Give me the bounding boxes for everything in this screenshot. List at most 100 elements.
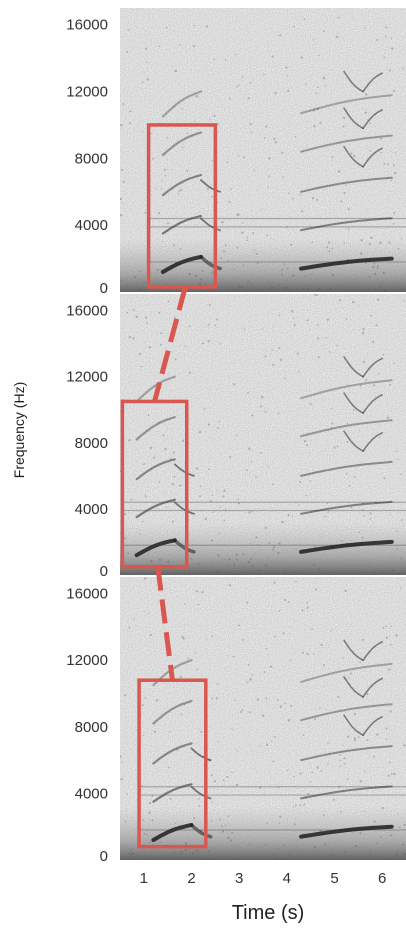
noise-speckle [272, 483, 274, 486]
noise-speckle [126, 793, 129, 796]
noise-speckle [400, 238, 403, 240]
noise-speckle [216, 570, 220, 573]
noise-speckle [229, 584, 232, 587]
noise-speckle [279, 34, 282, 37]
noise-speckle [195, 274, 198, 277]
noise-speckle [174, 822, 177, 825]
noise-speckle [217, 554, 220, 557]
noise-speckle [126, 51, 129, 54]
noise-speckle [362, 638, 365, 641]
noise-speckle [296, 352, 299, 355]
noise-speckle [144, 495, 147, 498]
noise-speckle [239, 711, 242, 714]
noise-speckle [220, 257, 223, 260]
noise-speckle [211, 271, 214, 274]
noise-speckle [305, 494, 307, 497]
noise-speckle [401, 67, 404, 70]
noise-speckle [314, 717, 317, 720]
noise-speckle [342, 125, 345, 128]
noise-speckle [359, 429, 361, 431]
noise-speckle [376, 39, 379, 42]
noise-speckle [284, 702, 286, 705]
noise-speckle [256, 573, 258, 575]
noise-speckle [209, 500, 212, 503]
call-harmonic [362, 357, 383, 378]
noise-speckle [184, 842, 188, 845]
noise-speckle [172, 851, 175, 854]
noise-speckle [258, 745, 261, 747]
noise-speckle [257, 544, 259, 546]
noise-speckle [214, 324, 217, 327]
noise-speckle [290, 243, 293, 246]
noise-speckle [253, 249, 255, 251]
noise-speckle [135, 315, 138, 318]
noise-speckle [350, 506, 353, 509]
noise-speckle [359, 832, 362, 835]
noise-speckle [186, 132, 188, 134]
noise-speckle [331, 156, 334, 159]
noise-speckle [211, 697, 214, 700]
noise-speckle [346, 422, 349, 425]
noise-speckle [274, 92, 277, 95]
noise-speckle [322, 664, 325, 667]
noise-speckle [309, 403, 312, 406]
noise-speckle [201, 342, 204, 345]
noise-speckle [123, 694, 127, 697]
noise-speckle [198, 805, 201, 808]
noise-speckle [167, 560, 170, 563]
noise-speckle [181, 635, 184, 639]
noise-speckle [361, 332, 365, 335]
noise-speckle [266, 743, 269, 746]
noise-speckle [353, 712, 356, 715]
y-tick-label: 0 [100, 848, 108, 865]
noise-speckle [323, 30, 325, 32]
noise-speckle [242, 264, 245, 266]
noise-speckle [391, 858, 394, 860]
call-harmonic [300, 134, 393, 153]
noise-speckle [247, 280, 250, 282]
noise-speckle [161, 241, 164, 243]
noise-speckle [211, 635, 213, 637]
noise-speckle [281, 520, 284, 524]
call-harmonic [300, 419, 393, 438]
call-harmonic [161, 131, 203, 157]
noise-speckle [314, 294, 317, 296]
noise-speckle [281, 273, 284, 276]
noise-speckle [241, 222, 243, 224]
noise-speckle [188, 371, 191, 374]
noise-speckle [243, 565, 245, 568]
noise-speckle [153, 730, 157, 734]
noise-speckle [277, 284, 280, 286]
connector-line [152, 286, 188, 403]
noise-speckle [240, 286, 243, 289]
noise-speckle [174, 69, 177, 73]
noise-speckle [314, 588, 317, 591]
noise-speckle [222, 829, 225, 832]
noise-speckle [329, 287, 332, 290]
noise-speckle [388, 774, 391, 777]
noise-speckle [389, 383, 392, 386]
noise-speckle [345, 184, 347, 186]
y-tick-label: 8000 [75, 150, 108, 167]
noise-speckle [343, 757, 346, 760]
noise-speckle [217, 683, 219, 685]
noise-speckle [313, 564, 316, 566]
noise-speckle [252, 232, 255, 235]
noise-speckle [224, 824, 227, 826]
noise-speckle [267, 856, 270, 859]
noise-speckle [230, 573, 233, 575]
call-harmonic [300, 500, 393, 515]
noise-speckle [326, 246, 329, 249]
noise-speckle [339, 765, 341, 768]
noise-speckle [127, 552, 130, 554]
y-tick-label: 12000 [66, 84, 108, 101]
noise-speckle [311, 197, 314, 200]
noise-speckle [205, 25, 208, 28]
noise-speckle [160, 332, 163, 335]
noise-speckle [199, 289, 202, 292]
noise-speckle [143, 463, 145, 465]
noise-speckle [255, 570, 258, 572]
noise-speckle [373, 571, 376, 573]
call-harmonic [135, 458, 176, 481]
